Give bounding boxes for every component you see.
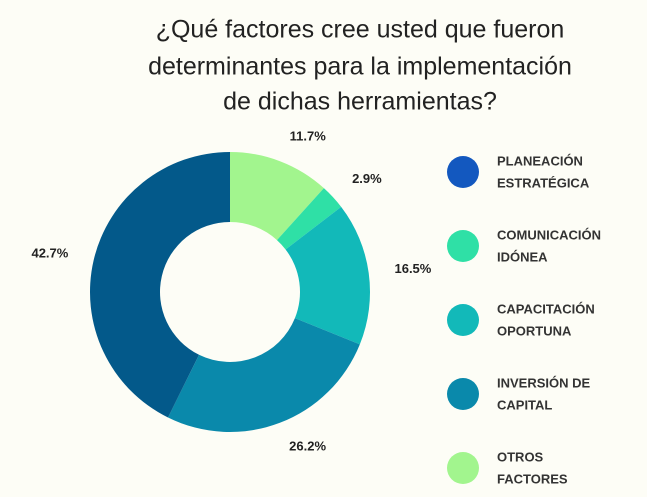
legend-label: FACTORES [497,471,568,486]
chart-title: determinantes para la implementación [148,53,572,81]
legend-label: PLANEACIÓN [497,153,583,168]
data-label: 11.7% [290,129,327,144]
legend-label: CAPACITACIÓN [497,301,595,316]
legend-label: COMUNICACIÓN [497,227,601,242]
donut-slice [285,206,370,345]
data-label: 2.9% [352,171,382,186]
donut-slice [168,318,360,432]
legend-marker [447,452,479,484]
legend-label: IDÓNEA [497,249,548,264]
legend-label: CAPITAL [497,397,552,412]
chart-title: de dichas herramientas? [223,88,497,116]
data-label: 26.2% [289,439,326,454]
donut-slice [90,152,230,418]
legend-marker [447,304,479,336]
legend-label: INVERSIÓN DE [497,375,591,390]
legend-marker [447,156,479,188]
donut-slice [276,188,342,250]
data-label: 42.7% [31,246,68,261]
legend-marker [447,230,479,262]
legend-label: OTROS [497,449,544,464]
legend-label: OPORTUNA [497,323,572,338]
data-label: 16.5% [394,261,431,276]
legend-marker [447,378,479,410]
chart-title: ¿Qué factores cree usted que fueron [156,16,565,44]
donut-slice [230,152,324,241]
legend-label: ESTRATÉGICA [497,175,590,190]
